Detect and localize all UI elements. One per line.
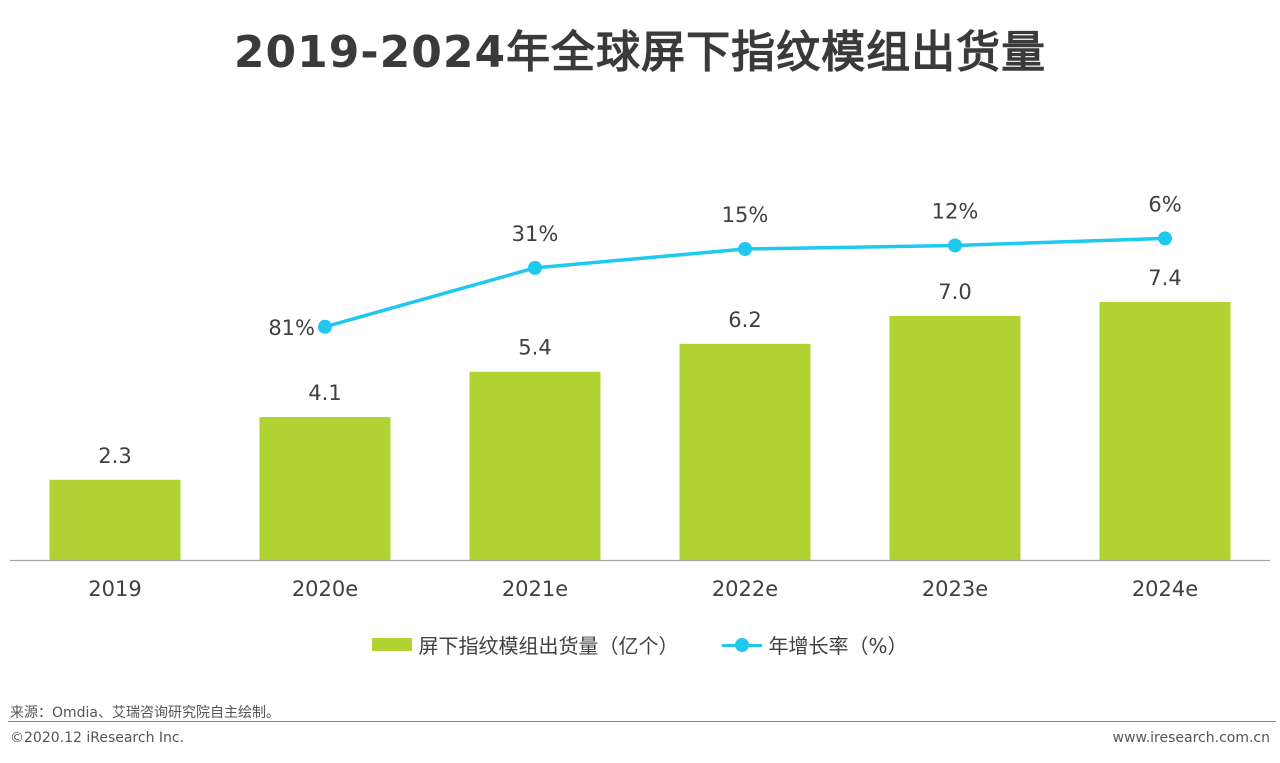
x-tick-label-2024e: 2024e	[1132, 577, 1198, 601]
growth-point-2024e	[1158, 231, 1172, 246]
growth-point-2021e	[528, 260, 542, 275]
growth-label-2023e: 12%	[932, 199, 979, 223]
growth-point-2023e	[948, 238, 962, 253]
x-tick-label-2021e: 2021e	[502, 577, 568, 601]
bar-value-label-2022e: 6.2	[728, 308, 761, 332]
growth-point-2022e	[738, 242, 752, 257]
chart-title: 2019-2024年全球屏下指纹模组出货量	[233, 27, 1047, 78]
bar-2021e	[469, 371, 601, 560]
x-tick-label-2023e: 2023e	[922, 577, 988, 601]
x-tick-label-2022e: 2022e	[712, 577, 778, 601]
bar-value-label-2020e: 4.1	[308, 381, 341, 405]
source-note: 来源：Omdia、艾瑞咨询研究院自主绘制。	[10, 705, 281, 721]
growth-label-2022e: 15%	[722, 203, 769, 227]
chart-area: 2.3 2019 4.1 2020e 5.4 2021e 6.2 2022e 7.0 2023e 7…	[10, 192, 1270, 601]
copyright-text: ©2020.12 iResearch Inc.	[10, 730, 185, 746]
bar-value-label-2023e: 7.0	[938, 280, 971, 304]
growth-point-2020e	[318, 319, 332, 334]
bar-value-label-2024e: 7.4	[1148, 266, 1181, 290]
x-tick-label-2019: 2019	[88, 577, 141, 601]
bar-value-label-2019: 2.3	[98, 444, 131, 468]
bar-2024e	[1099, 302, 1231, 560]
bar-2019	[49, 479, 181, 560]
growth-label-2020e: 81%	[268, 316, 315, 340]
bar-2022e	[679, 343, 811, 560]
bar-value-label-2021e: 5.4	[518, 336, 551, 360]
legend-item-growth: 年增长率（%）	[722, 630, 908, 659]
legend-label-growth: 年增长率（%）	[768, 634, 908, 658]
x-tick-label-2020e: 2020e	[292, 577, 358, 601]
growth-label-2024e: 6%	[1148, 192, 1181, 216]
website-link[interactable]: www.iresearch.com.cn	[1112, 730, 1270, 746]
legend-line-swatch	[722, 637, 763, 652]
legend-line-marker	[735, 637, 750, 652]
bar-2020e	[259, 417, 391, 560]
growth-label-2021e: 31%	[512, 222, 559, 246]
chart-legend: 屏下指纹模组出货量（亿个） 年增长率（%）	[0, 630, 1280, 659]
legend-item-shipments: 屏下指纹模组出货量（亿个）	[372, 630, 678, 659]
footer-divider	[8, 721, 1276, 722]
legend-bar-swatch	[372, 638, 413, 651]
bar-2023e	[889, 315, 1021, 560]
legend-label-shipments: 屏下指纹模组出货量（亿个）	[418, 634, 679, 658]
